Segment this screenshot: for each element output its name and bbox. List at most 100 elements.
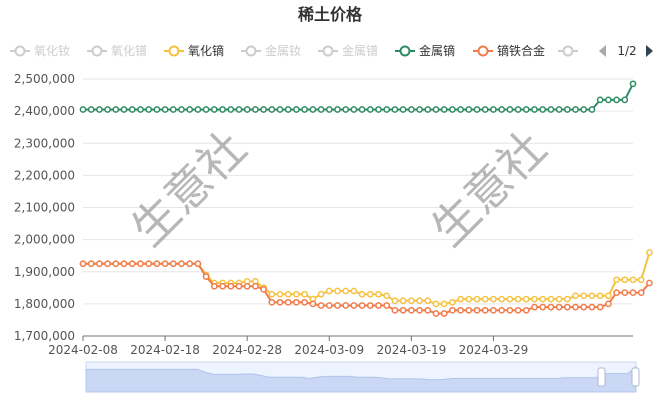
data-point[interactable] [432, 310, 440, 317]
data-point[interactable] [563, 295, 571, 303]
data-point[interactable] [325, 302, 333, 309]
data-point[interactable] [605, 292, 612, 300]
data-point[interactable] [178, 106, 185, 113]
data-point[interactable] [580, 303, 588, 311]
data-point[interactable] [572, 292, 579, 300]
data-point[interactable] [637, 276, 645, 284]
data-point[interactable] [334, 302, 341, 309]
data-point[interactable] [284, 106, 292, 113]
data-point[interactable] [79, 106, 87, 113]
data-point[interactable] [96, 260, 103, 268]
data-point[interactable] [194, 260, 202, 268]
data-point[interactable] [375, 290, 382, 298]
data-point[interactable] [219, 106, 226, 113]
data-point[interactable] [440, 300, 448, 308]
data-point[interactable] [153, 260, 161, 268]
data-point[interactable] [646, 279, 653, 287]
data-point[interactable] [350, 302, 358, 309]
data-point[interactable] [637, 289, 645, 296]
data-point[interactable] [457, 295, 464, 303]
data-point[interactable] [342, 302, 350, 309]
legend-item-3[interactable]: 金属钕 [241, 43, 301, 58]
data-point[interactable] [120, 260, 128, 268]
data-point[interactable] [301, 290, 308, 298]
data-point[interactable] [219, 282, 226, 290]
data-point[interactable] [358, 106, 366, 113]
data-point[interactable] [531, 106, 538, 113]
data-point[interactable] [112, 106, 120, 113]
data-point[interactable] [210, 106, 218, 113]
data-point[interactable] [440, 310, 448, 317]
data-point[interactable] [317, 106, 325, 113]
data-point[interactable] [358, 302, 366, 309]
data-point[interactable] [186, 106, 194, 113]
data-point[interactable] [506, 295, 514, 303]
data-point[interactable] [588, 292, 596, 300]
data-point[interactable] [169, 106, 177, 113]
data-point[interactable] [383, 292, 391, 300]
data-point[interactable] [449, 298, 456, 306]
data-point[interactable] [284, 298, 292, 306]
data-point[interactable] [547, 303, 555, 311]
data-point[interactable] [202, 106, 210, 113]
data-point[interactable] [473, 106, 481, 113]
data-point[interactable] [605, 300, 612, 308]
data-point[interactable] [112, 260, 120, 268]
data-point[interactable] [481, 306, 489, 314]
data-point[interactable] [490, 295, 497, 303]
data-point[interactable] [514, 306, 522, 314]
data-point[interactable] [137, 260, 144, 268]
data-point[interactable] [391, 306, 399, 314]
data-point[interactable] [473, 306, 481, 314]
legend-item-0[interactable]: 氧化钕 [10, 43, 70, 58]
legend-item-1[interactable]: 氧化镨 [87, 43, 147, 58]
data-point[interactable] [457, 106, 464, 113]
data-point[interactable] [293, 106, 300, 113]
data-point[interactable] [391, 297, 399, 305]
data-point[interactable] [563, 106, 571, 113]
data-point[interactable] [301, 298, 308, 306]
data-point[interactable] [490, 106, 497, 113]
data-point[interactable] [145, 106, 153, 113]
data-point[interactable] [293, 298, 300, 306]
data-point[interactable] [465, 306, 473, 314]
data-point[interactable] [629, 80, 637, 88]
legend-item-2[interactable]: 氧化镝 [164, 43, 224, 58]
data-point[interactable] [276, 298, 284, 306]
data-point[interactable] [596, 303, 604, 311]
data-point[interactable] [408, 297, 415, 305]
data-point[interactable] [416, 106, 423, 113]
data-point[interactable] [104, 260, 111, 268]
data-point[interactable] [613, 289, 620, 296]
legend-next-icon[interactable] [646, 45, 653, 57]
data-point[interactable] [621, 96, 629, 104]
data-point[interactable] [178, 260, 185, 268]
data-point[interactable] [79, 260, 87, 268]
data-point[interactable] [498, 295, 506, 303]
legend-pager[interactable]: 1/2 [599, 44, 653, 58]
data-point[interactable] [342, 106, 350, 113]
data-point[interactable] [366, 290, 374, 298]
data-point[interactable] [596, 96, 604, 104]
legend-item-7[interactable] [558, 45, 578, 57]
data-point[interactable] [145, 260, 153, 268]
data-point[interactable] [416, 306, 423, 314]
data-point[interactable] [588, 303, 596, 311]
data-point[interactable] [621, 289, 629, 296]
data-point[interactable] [87, 106, 95, 113]
zoom-handle-right[interactable] [631, 367, 640, 387]
data-point[interactable] [539, 106, 547, 113]
data-point[interactable] [252, 282, 259, 290]
data-point[interactable] [268, 106, 276, 113]
data-point[interactable] [547, 295, 555, 303]
data-point[interactable] [621, 276, 629, 284]
data-point[interactable] [531, 295, 538, 303]
data-point[interactable] [555, 295, 563, 303]
data-point[interactable] [613, 96, 620, 104]
data-point[interactable] [629, 289, 637, 296]
data-point[interactable] [555, 106, 563, 113]
data-point[interactable] [432, 300, 440, 308]
data-point[interactable] [194, 106, 202, 113]
data-point[interactable] [137, 106, 144, 113]
data-point[interactable] [334, 106, 341, 113]
